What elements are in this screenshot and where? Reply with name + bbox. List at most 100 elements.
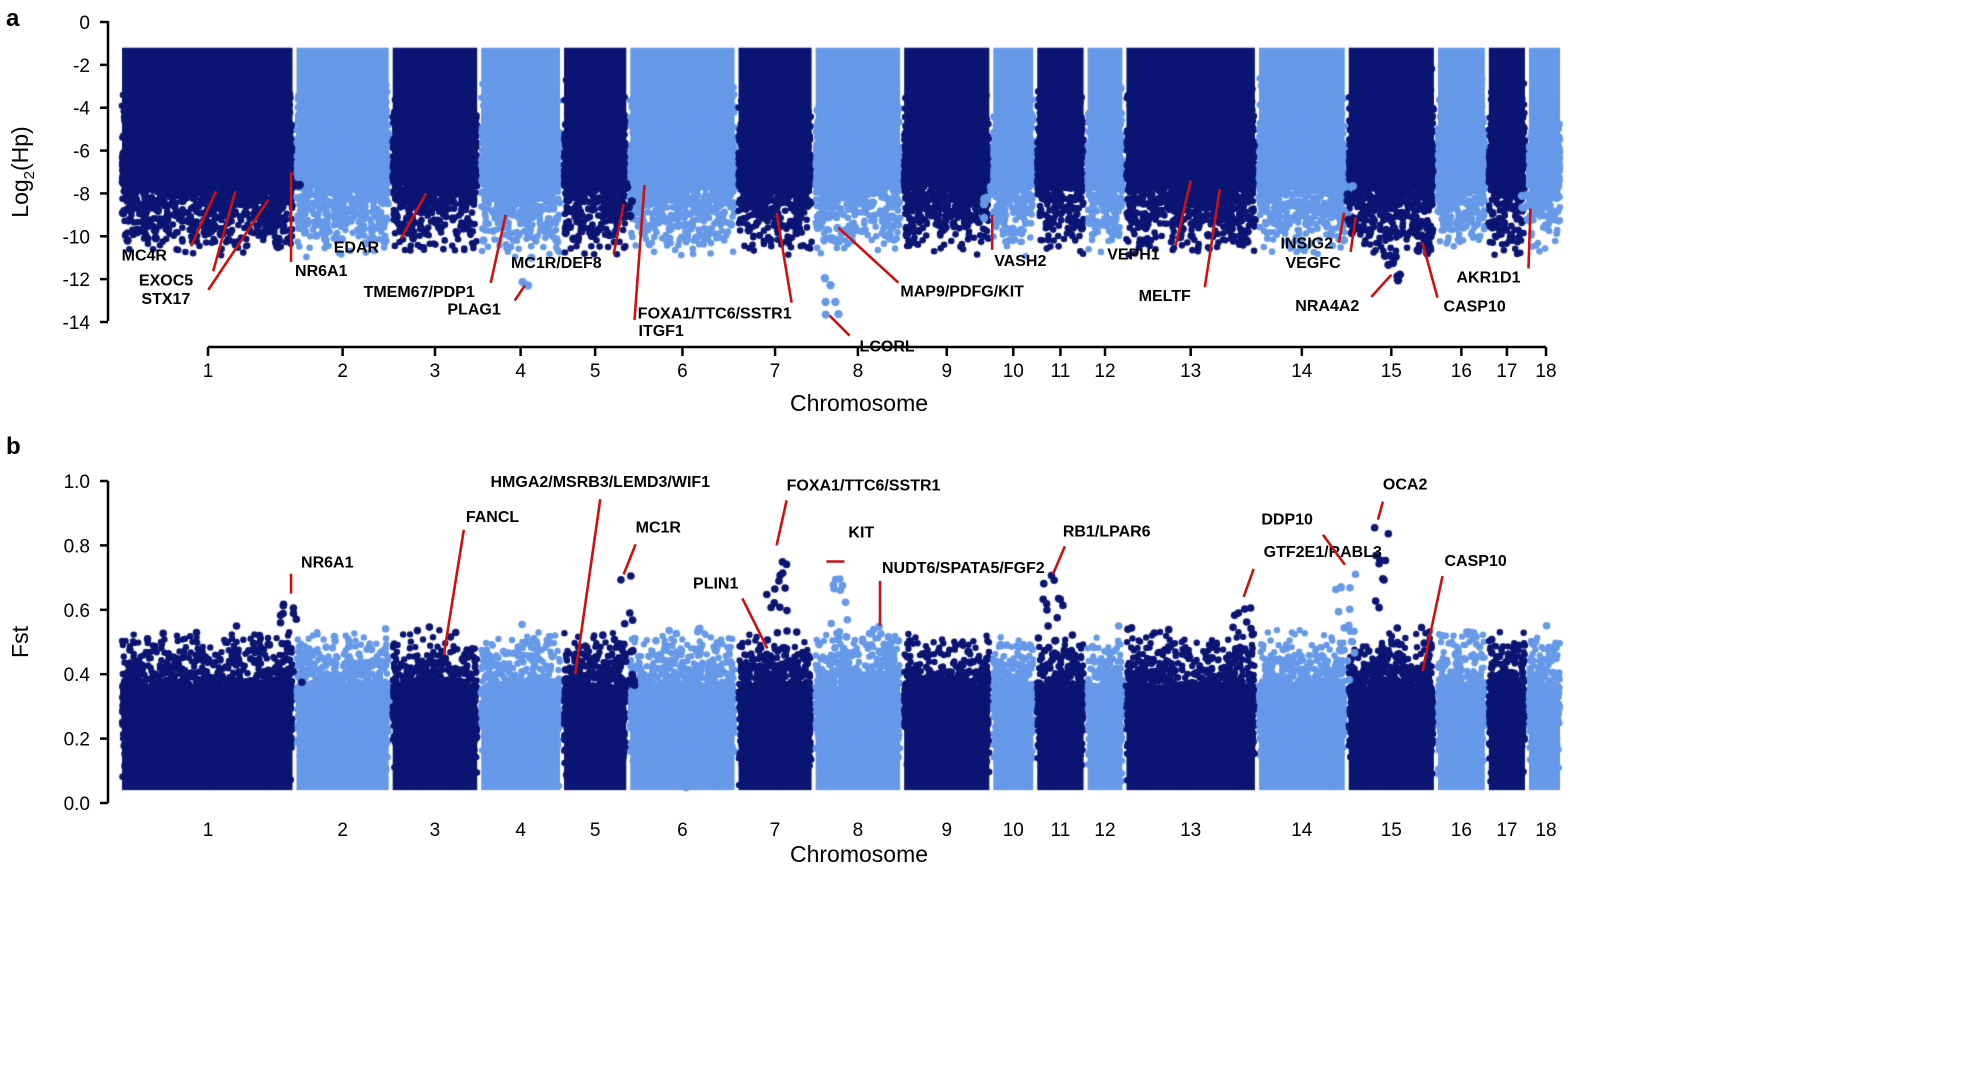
panel-a-x-tick-label: 4: [515, 361, 526, 382]
panel-a-x-tick-label: 14: [1291, 361, 1313, 382]
panel-b-x-tick-label: 10: [1003, 820, 1024, 841]
panel-a-x-tick-label: 12: [1094, 361, 1115, 382]
panel-b-leader-line: [741, 597, 769, 650]
panel-a-gene-label: NRA4A2: [1295, 298, 1359, 315]
panel-b-y-tick-label: 0.4: [64, 665, 91, 686]
panel-b-leader-line: [622, 543, 637, 575]
panel-a-leader-line: [1203, 188, 1222, 288]
panel-b-gene-label: CASP10: [1445, 553, 1507, 570]
panel-a-y-tick-label: -10: [63, 227, 90, 248]
panel-a-y-tick-label: 0: [79, 13, 90, 34]
panel-b-x-tick-label: 3: [430, 820, 441, 841]
panel-b-gene-label: OCA2: [1383, 477, 1428, 494]
panel-b-y-tick-label: 0.0: [64, 794, 90, 815]
panel-a-x-tick-label: 5: [590, 361, 601, 382]
panel-a-x-tick-label: 3: [430, 361, 441, 382]
panel-a-leader-line: [513, 284, 526, 302]
panel-b-y-tick-label: 1.0: [64, 472, 90, 493]
panel-a-gene-label: VASH2: [994, 253, 1046, 270]
panel-a-y-tick-label: -4: [73, 99, 90, 120]
panel-a-gene-label: LCORL: [860, 339, 915, 356]
panel-b-x-tick-label: 2: [337, 820, 348, 841]
panel-a-x-tick-label: 11: [1051, 361, 1071, 382]
panel-b-x-tick-label: 13: [1180, 820, 1201, 841]
panel-a-y-label-sub: 2: [21, 171, 38, 179]
panel-b-gene-label: FANCL: [466, 509, 520, 526]
panel-a-gene-label: STX17: [141, 291, 190, 308]
panel-b-annotations: NR6A1 FANCL HMGA2/MSRB3/LEMD3/WIF1 MC1R PLIN…: [289, 474, 1507, 675]
panel-a-leader-line: [399, 192, 428, 240]
panel-b-y-tick-label: 0.2: [64, 730, 90, 751]
panel-b-leader-line: [1421, 575, 1444, 672]
panel-b-leader-line: [442, 529, 466, 656]
panel-b-x-tick-label: 5: [590, 820, 601, 841]
panel-a-y-label-main: Log: [7, 179, 33, 217]
panel-a-gene-label: AKR1D1: [1456, 269, 1520, 286]
panel-a-gene-label: NR6A1: [295, 263, 348, 280]
panel-b-leader-line: [573, 499, 602, 675]
panel-a-gene-label: MELTF: [1139, 288, 1191, 305]
panel-a-gene-label: MC4R: [122, 247, 168, 264]
panel-a-y-label-tail: (Hp): [7, 126, 33, 171]
panel-b-gene-label: DDP10: [1261, 512, 1313, 529]
panel-b-gene-label: NUDT6/SPATA5/FGF2: [882, 560, 1045, 577]
panel-b-y-ticks: 0.0 0.2 0.4 0.6 0.8 1.0: [64, 472, 108, 815]
panel-b-gene-label: KIT: [848, 525, 874, 542]
panel-a-gene-label: CASP10: [1444, 299, 1506, 316]
panel-b-y-tick-label: 0.6: [64, 601, 90, 622]
panel-b-x-tick-label: 12: [1094, 820, 1115, 841]
panel-a-y-tick-label: -8: [73, 184, 90, 205]
panel-b-gene-label: GTF2E1/RABL3: [1264, 544, 1382, 561]
panel-a-gene-label: EDAR: [334, 239, 380, 256]
panel-a-x-tick-label: 1: [203, 361, 214, 382]
panel-a-label: a: [6, 5, 20, 32]
panel-b-gene-label: MC1R: [636, 519, 682, 536]
panel-a-x-tick-label: 18: [1535, 361, 1556, 382]
panel-b-x-tick-label: 11: [1051, 820, 1071, 841]
panel-a-gene-label: EXOC5: [139, 272, 193, 289]
panel-b-x-axis-label: Chromosome: [790, 841, 928, 867]
panel-a-leader-line: [189, 190, 218, 247]
panel-b-x-tick-label: 16: [1451, 820, 1472, 841]
panel-a-leader-line: [489, 214, 507, 284]
panel-a-x-tick-label: 6: [677, 361, 688, 382]
panel-b-label: b: [6, 433, 21, 460]
panel-b-x-tick-label: 6: [677, 820, 688, 841]
panel-b-x-tick-label: 18: [1535, 820, 1556, 841]
panel-b-leader-line: [775, 500, 788, 546]
panel-a-leader-line: [828, 314, 851, 337]
panel-a-gene-label: ITGF1: [639, 323, 684, 340]
panel-b-x-tick-label: 17: [1496, 820, 1517, 841]
panel-a-x-tick-label: 7: [770, 361, 781, 382]
panel-a-leader-line: [1421, 242, 1439, 299]
panel-b-x-tick-label: 15: [1381, 820, 1402, 841]
panel-a-gene-label: FOXA1/TTC6/SSTR1: [638, 306, 792, 323]
panel-a: a 0-2-4-6-8-10-12-14 1 2 3 4 5 6 7 8 9 10 11 12 13 14…: [6, 5, 1557, 416]
panel-b-x-tick-label: 7: [770, 820, 781, 841]
panel-a-gene-label: PLAG1: [447, 302, 500, 319]
panel-b-leader-line: [1051, 545, 1067, 575]
panel-a-leader-line: [1174, 180, 1192, 246]
panel-b-y-tick-label: 0.8: [64, 536, 90, 557]
panel-a-x-tick-label: 9: [941, 361, 952, 382]
panel-a-y-tick-label: -2: [73, 56, 90, 77]
panel-a-gene-label: INSIG2: [1281, 236, 1334, 253]
panel-a-x-tick-label: 15: [1381, 361, 1402, 382]
panel-b-x-tick-label: 1: [203, 820, 214, 841]
panel-a-x-tick-label: 16: [1451, 361, 1472, 382]
panel-a-x-tick-label: 2: [337, 361, 348, 382]
panel-b-leader-line: [1321, 533, 1346, 566]
panel-a-y-tick-label: -14: [63, 313, 91, 334]
panel-b-x-tick-label: 9: [941, 820, 952, 841]
panel-a-x-tick-label: 8: [853, 361, 864, 382]
panel-a-gene-label: MAP9/PDFG/KIT: [900, 284, 1024, 301]
panel-a-gene-label: VEGFC: [1286, 255, 1342, 272]
panel-a-leader-line: [1370, 273, 1393, 298]
panel-a-leader-line: [775, 212, 793, 303]
panel-a-leader-line: [211, 190, 237, 272]
panel-a-x-tick-label: 13: [1180, 361, 1201, 382]
panel-b-gene-label: HMGA2/MSRB3/LEMD3/WIF1: [490, 474, 710, 491]
